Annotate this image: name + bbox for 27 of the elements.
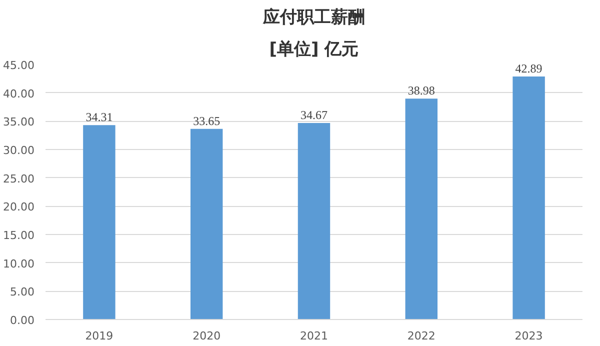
data-label: 34.67: [300, 108, 328, 122]
data-label: 33.65: [193, 114, 220, 128]
y-tick-label: 40.00: [3, 87, 35, 100]
bar: [298, 123, 330, 320]
data-label: 38.98: [408, 84, 435, 98]
data-label: 42.89: [515, 61, 542, 76]
bar: [512, 76, 545, 320]
y-tick-label: 15.00: [3, 229, 35, 242]
y-tick-label: 25.00: [3, 172, 35, 186]
bar: [83, 125, 116, 320]
data-label: 34.31: [86, 110, 113, 124]
bar: [190, 128, 223, 320]
y-tick-label: 30.00: [3, 144, 35, 157]
chart-title: 应付职工薪酬: [262, 8, 365, 28]
x-tick-label: 2023: [514, 330, 543, 342]
y-tick-label: 0.00: [10, 314, 35, 327]
y-tick-label: 20.00: [3, 200, 35, 214]
bar: [405, 98, 438, 320]
chart-subtitle: [单位] 亿元: [269, 40, 359, 60]
y-tick-label: 45.00: [3, 59, 35, 72]
y-tick-label: 35.00: [3, 116, 35, 129]
y-tick-label: 10.00: [3, 257, 35, 270]
x-tick-label: 2021: [300, 330, 328, 342]
x-tick-label: 2020: [192, 330, 221, 342]
x-tick-label: 2019: [85, 330, 114, 342]
x-tick-label: 2022: [407, 330, 436, 342]
y-tick-label: 5.00: [10, 286, 35, 299]
